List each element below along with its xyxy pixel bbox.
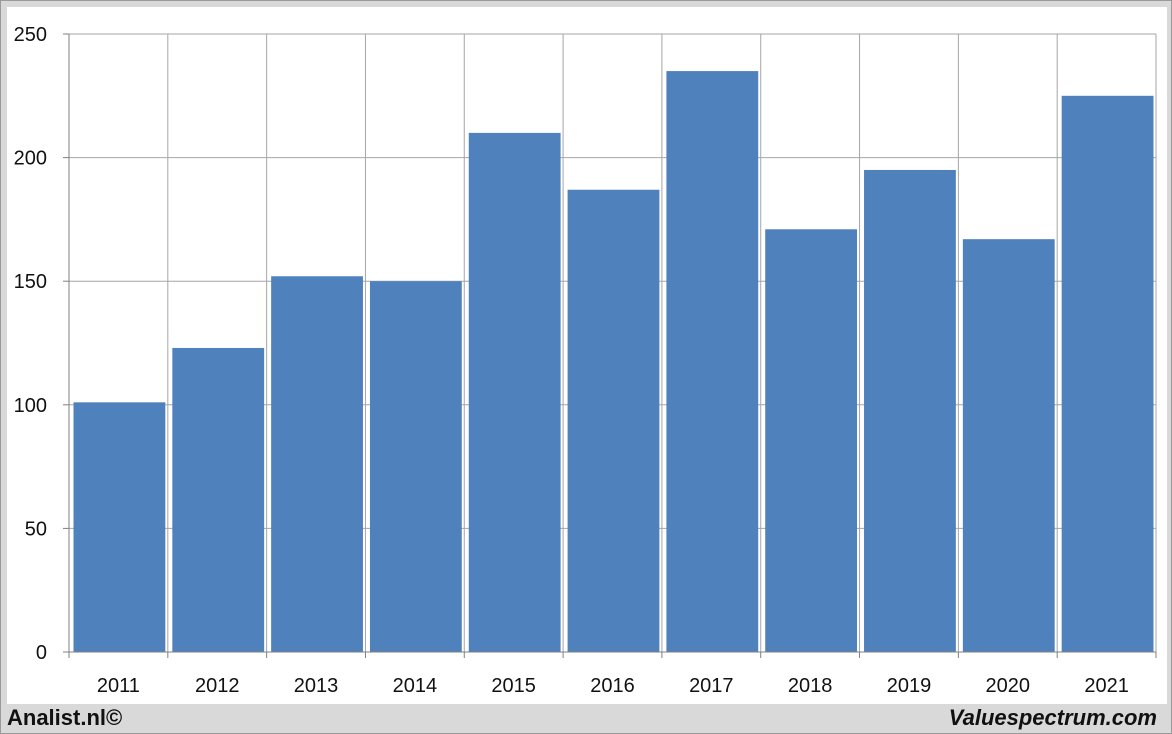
- x-tick-label: 2016: [590, 675, 635, 697]
- x-tick-label: 2013: [294, 675, 339, 697]
- x-tick-label: 2015: [491, 675, 536, 697]
- bar-2015: [468, 132, 561, 652]
- x-tick-label: 2020: [986, 675, 1031, 697]
- bar-2016: [567, 189, 660, 652]
- x-tick-label: 2014: [393, 675, 438, 697]
- bar-2011: [73, 402, 166, 652]
- x-tick-label: 2021: [1084, 675, 1129, 697]
- axes: [63, 33, 1157, 658]
- y-tick-label: 150: [14, 271, 47, 293]
- bar-2021: [1061, 95, 1154, 653]
- x-tick-label: 2012: [195, 675, 240, 697]
- x-tick-label: 2017: [689, 675, 734, 697]
- y-tick-label: 0: [36, 642, 47, 664]
- y-tick-label: 100: [14, 395, 47, 417]
- bar-2014: [369, 281, 462, 652]
- bars: [73, 71, 1154, 653]
- source-label-left: Analist.nl©: [7, 705, 123, 730]
- source-label-right: Valuespectrum.com: [948, 705, 1157, 730]
- y-tick-labels: 0 50 100 150 200 250: [14, 24, 47, 664]
- bar-2013: [271, 276, 363, 652]
- y-tick-label: 250: [14, 24, 47, 46]
- y-tick-label: 200: [14, 148, 47, 170]
- x-tick-labels: 2011 2012 2013 2014 2015 2016 2017 2018 2019 2020…: [97, 675, 1129, 697]
- bar-2020: [962, 239, 1055, 652]
- x-tick-label: 2018: [788, 675, 833, 697]
- bar-2018: [765, 229, 858, 652]
- bar-2012: [172, 347, 265, 652]
- bar-2019: [864, 169, 956, 652]
- y-tick-label: 50: [25, 518, 47, 540]
- x-tick-label: 2011: [97, 675, 140, 697]
- x-tick-label: 2019: [887, 675, 932, 697]
- bar-2017: [666, 71, 759, 652]
